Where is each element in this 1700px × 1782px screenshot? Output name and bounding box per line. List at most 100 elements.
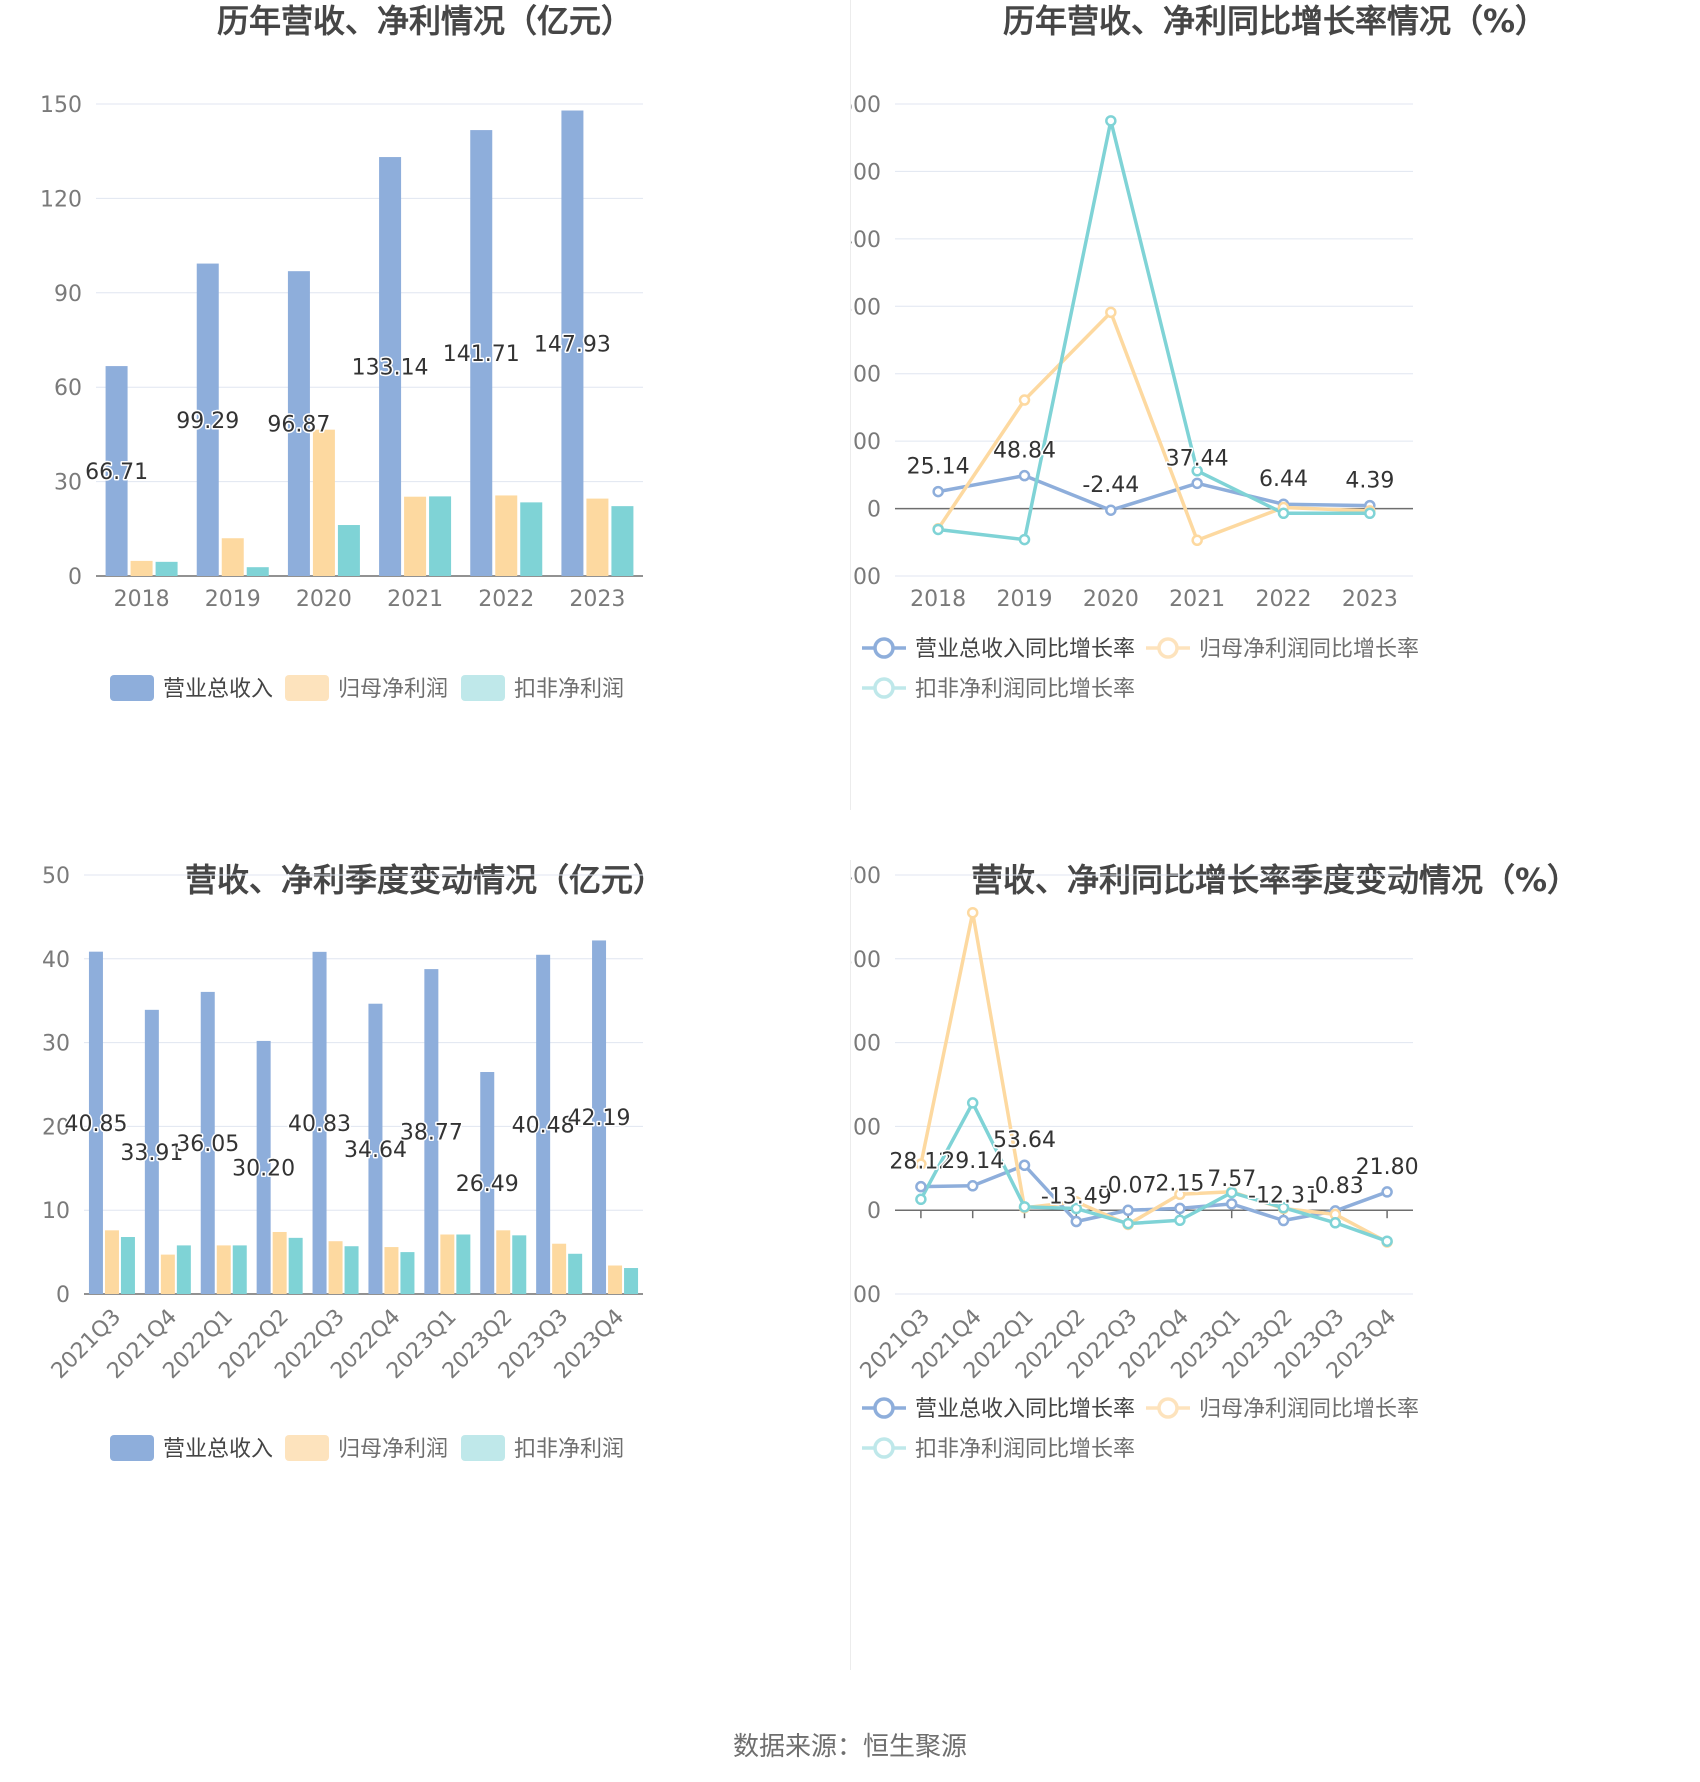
bar-net-profit <box>104 1230 119 1294</box>
y-tick-label: 0 <box>68 565 82 590</box>
series-point-deducted-net-profit <box>966 1097 979 1109</box>
series-point-net-profit <box>966 906 979 919</box>
series-point-net-profit <box>1191 534 1203 547</box>
series-point-revenue <box>915 1180 927 1193</box>
bar-net-profit <box>496 1230 511 1294</box>
y-tick-label: 20 <box>42 1115 70 1140</box>
y-tick-label: -100 <box>850 1283 881 1308</box>
bar-deducted-net-profit <box>176 1245 191 1294</box>
series-point-deducted-net-profit <box>1122 1217 1134 1230</box>
bar-data-label: 66.71 <box>85 460 148 485</box>
x-tick-label: 2021 <box>1169 587 1225 612</box>
series-point-deducted-net-profit <box>1364 507 1376 520</box>
bar-data-label: 40.83 <box>288 1112 351 1137</box>
line-data-label: 25.14 <box>907 455 970 480</box>
chart-title: 营收、净利同比增长率季度变动情况（%） <box>971 861 1579 899</box>
series-line-net-profit <box>919 910 1388 1244</box>
series-point-deducted-net-profit <box>1018 1201 1031 1213</box>
y-tick-label: 200 <box>850 1032 881 1057</box>
series-point-deducted-net-profit <box>1277 507 1290 520</box>
bar-deducted-net-profit <box>624 1268 639 1294</box>
legend-label: 扣非净利润同比增长率 <box>915 677 1135 702</box>
y-tick-label: 600 <box>850 93 881 118</box>
legend-label: 扣非净利润同比增长率 <box>915 1437 1135 1462</box>
annual-bar-chart-svg: 历年营收、净利情况（亿元） 0 30 60 90 120 150 2018 2019 2020 20… <box>40 2 643 702</box>
series-point-deducted-net-profit <box>1070 1202 1083 1215</box>
bar-deducted-net-profit <box>568 1253 583 1294</box>
legend-label: 营业总收入同比增长率 <box>915 1397 1135 1422</box>
series-point-revenue <box>1070 1215 1083 1228</box>
chart-quarterly-revenue-profit: 营收、净利季度变动情况（亿元） 0 10 20 30 40 50 2021Q3 2021Q4 20… <box>0 855 850 1690</box>
series-point-deducted-net-profit <box>1277 1201 1290 1214</box>
series-point-revenue <box>966 1180 979 1192</box>
y-tick-label: 400 <box>850 864 881 889</box>
y-tick-label: 100 <box>850 1115 881 1140</box>
bar-net-profit <box>221 538 244 576</box>
bar-data-label: 38.77 <box>400 1121 463 1146</box>
bar-data-label: 96.87 <box>267 413 330 438</box>
bar-deducted-net-profit <box>611 506 634 576</box>
y-tick-label: 200 <box>850 363 881 388</box>
y-tick-label: 150 <box>40 93 82 118</box>
bar-revenue <box>256 1040 271 1294</box>
series-point-deducted-net-profit <box>1381 1235 1393 1247</box>
legend-marker <box>873 1397 895 1419</box>
line-data-label: -12.31 <box>1248 1184 1319 1209</box>
bar-net-profit <box>160 1254 175 1294</box>
legend-marker <box>873 677 895 699</box>
series-point-revenue <box>1105 504 1117 516</box>
x-tick-label: 2018 <box>910 587 966 612</box>
line-data-label: 53.64 <box>993 1128 1056 1153</box>
line-data-label: 29.14 <box>941 1149 1004 1174</box>
bar-data-label: 40.85 <box>64 1112 127 1137</box>
bar-deducted-net-profit <box>337 525 360 576</box>
legend-swatch <box>285 675 329 701</box>
line-data-label: 28.12 <box>889 1150 952 1175</box>
x-tick-label: 2019 <box>997 587 1053 612</box>
bar-data-label: 40.48 <box>512 1113 575 1138</box>
series-line-net-profit <box>936 310 1370 543</box>
line-data-label: -0.07 <box>1100 1173 1157 1198</box>
line-data-label: 6.44 <box>1259 467 1308 492</box>
y-tick-label: 300 <box>850 295 881 320</box>
bar-net-profit <box>586 498 609 576</box>
bar-revenue <box>424 969 439 1294</box>
line-data-label: 2.15 <box>1155 1171 1204 1196</box>
legend-label: 营业总收入同比增长率 <box>915 637 1135 662</box>
series-point-revenue <box>1381 1186 1393 1198</box>
x-tick-label: 2022 <box>478 587 534 612</box>
legend-label: 扣非净利润 <box>514 677 624 702</box>
line-data-label: 7.57 <box>1207 1167 1256 1192</box>
legend-label: 归母净利润同比增长率 <box>1199 637 1419 662</box>
series-point-revenue <box>1191 477 1203 490</box>
legend-label: 归母净利润 <box>338 677 448 702</box>
bar-deducted-net-profit <box>400 1252 415 1294</box>
bar-revenue <box>368 1003 383 1294</box>
legend-label: 归母净利润 <box>338 1437 448 1462</box>
bar-data-label: 34.64 <box>344 1138 407 1163</box>
bar-revenue <box>105 366 128 576</box>
bar-net-profit <box>216 1245 231 1294</box>
quarterly-line-chart-svg: 营收、净利同比增长率季度变动情况（%）-10001002003004002021… <box>850 861 1579 1462</box>
series-point-deducted-net-profit <box>1329 1217 1342 1229</box>
bar-net-profit <box>495 495 518 576</box>
line-data-label: 21.80 <box>1356 1155 1419 1180</box>
y-tick-label: 0 <box>867 498 881 523</box>
bar-revenue <box>144 1009 159 1294</box>
x-tick-label: 2023 <box>1342 587 1398 612</box>
series-point-revenue <box>1018 1159 1031 1171</box>
legend-label: 扣非净利润 <box>514 1437 624 1462</box>
series-point-revenue <box>1277 1214 1290 1227</box>
series-point-deducted-net-profit <box>915 1193 927 1206</box>
line-data-label: 48.84 <box>993 439 1056 464</box>
bar-revenue <box>480 1072 495 1294</box>
line-data-label: -13.49 <box>1041 1185 1112 1210</box>
bar-data-label: 33.91 <box>120 1141 183 1166</box>
x-tick-label: 2021 <box>387 587 443 612</box>
x-tick-label: 2022 <box>1256 587 1312 612</box>
bar-revenue <box>287 271 310 576</box>
line-data-label: 4.39 <box>1345 469 1394 494</box>
x-tick-label: 2019 <box>205 587 261 612</box>
divider-bottom <box>850 860 851 1670</box>
series-point-deducted-net-profit <box>1191 465 1203 477</box>
